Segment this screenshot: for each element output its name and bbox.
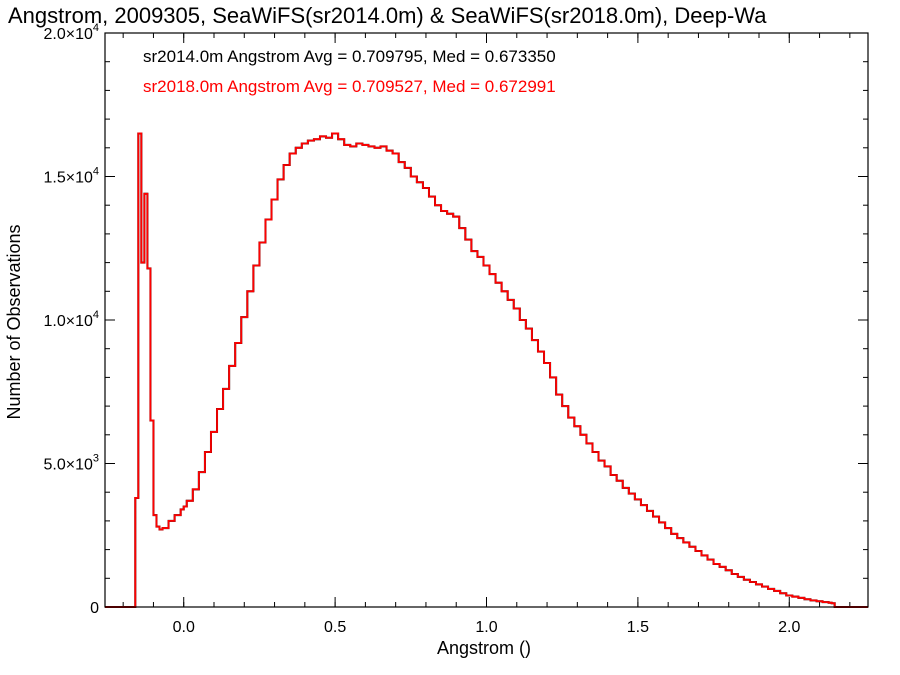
y-tick-mantissa: 1.5×10: [43, 170, 92, 187]
x-tick-label: 1.5: [627, 619, 649, 636]
y-tick-exponent: 4: [93, 166, 99, 178]
annotation-series-1: sr2014.0m Angstrom Avg = 0.709795, Med =…: [143, 47, 556, 66]
y-tick-label: 5.0×103: [43, 453, 99, 474]
y-tick-label: 0: [90, 600, 99, 617]
x-tick-label: 0.5: [324, 619, 346, 636]
x-tick-label: 0.0: [173, 619, 195, 636]
x-tick-label: 2.0: [778, 619, 800, 636]
y-tick-label: 1.0×104: [43, 309, 99, 330]
annotation-series-2: sr2018.0m Angstrom Avg = 0.709527, Med =…: [143, 77, 556, 96]
y-tick-exponent: 3: [93, 453, 99, 465]
series-layer: [105, 132, 868, 608]
x-tick-label: 1.0: [475, 619, 497, 636]
y-tick-label: 1.5×104: [43, 166, 99, 187]
y-tick-mantissa: 5.0×10: [43, 457, 92, 474]
y-tick-label: 2.0×104: [43, 22, 99, 43]
y-tick-exponent: 4: [93, 22, 99, 34]
y-tick-exponent: 4: [93, 309, 99, 321]
x-axis-label: Angstrom (): [437, 638, 531, 658]
y-tick-mantissa: 1.0×10: [43, 313, 92, 330]
axis-ticks: 0.0 0.5 1.0 1.5 2.005.0×1031.0×1041.5×1042.0…: [43, 22, 868, 636]
y-tick-mantissa: 2.0×10: [43, 26, 92, 43]
histogram-series-2: [105, 132, 868, 608]
plot-frame: [104, 32, 869, 608]
y-tick-mantissa: 0: [90, 600, 99, 617]
y-axis-label: Number of Observations: [4, 224, 24, 419]
chart-title: Angstrom, 2009305, SeaWiFS(sr2014.0m) & …: [8, 3, 767, 28]
